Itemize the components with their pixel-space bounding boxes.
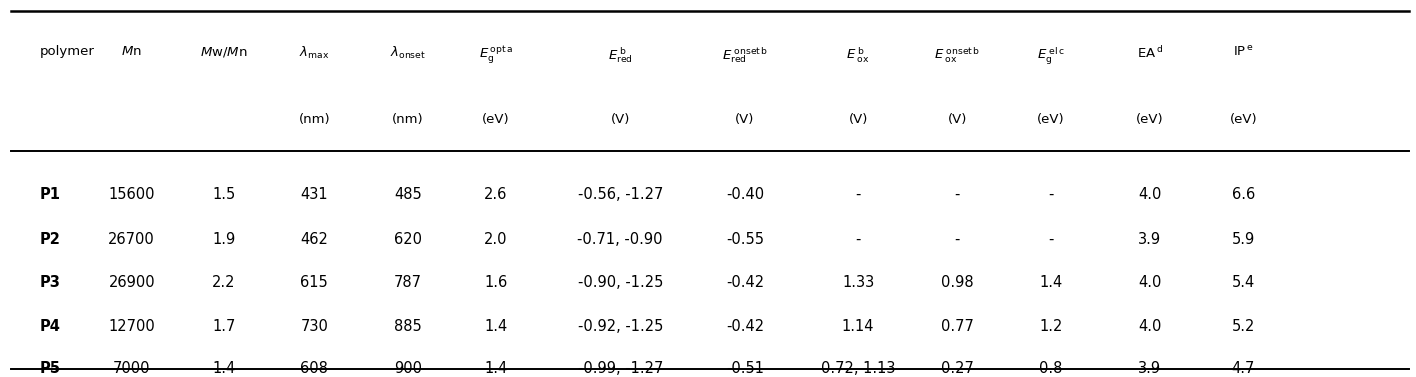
Text: 1.4: 1.4 xyxy=(1039,275,1062,290)
Text: P5: P5 xyxy=(40,361,61,376)
Text: 0.27: 0.27 xyxy=(940,361,974,376)
Text: 0.8: 0.8 xyxy=(1039,361,1062,376)
Text: -0.42: -0.42 xyxy=(726,319,763,334)
Text: 3.9: 3.9 xyxy=(1138,361,1161,376)
Text: 608: 608 xyxy=(300,361,329,376)
Text: 0.98: 0.98 xyxy=(940,275,974,290)
Text: -0.90, -1.25: -0.90, -1.25 xyxy=(578,275,663,290)
Text: 1.2: 1.2 xyxy=(1039,319,1062,334)
Text: 0.72, 1.13: 0.72, 1.13 xyxy=(821,361,895,376)
Text: $E_{\;\rm ox}^{\;\rm onset\,b}$: $E_{\;\rm ox}^{\;\rm onset\,b}$ xyxy=(935,45,980,64)
Text: 15600: 15600 xyxy=(109,187,154,202)
Text: 462: 462 xyxy=(300,232,329,247)
Text: -: - xyxy=(1048,232,1054,247)
Text: 4.0: 4.0 xyxy=(1138,187,1161,202)
Text: $E_{\rm red}^{\;\rm onset\,b}$: $E_{\rm red}^{\;\rm onset\,b}$ xyxy=(722,45,767,65)
Text: 2.6: 2.6 xyxy=(484,187,507,202)
Text: 485: 485 xyxy=(394,187,422,202)
Text: $\mathit{M}$n: $\mathit{M}$n xyxy=(122,45,142,58)
Text: (eV): (eV) xyxy=(1136,113,1164,126)
Text: 5.2: 5.2 xyxy=(1232,319,1255,334)
Text: (eV): (eV) xyxy=(481,113,510,126)
Text: $E_{\rm g}^{\,\rm opt\,a}$: $E_{\rm g}^{\,\rm opt\,a}$ xyxy=(479,45,513,66)
Text: (nm): (nm) xyxy=(392,113,423,126)
Text: 1.14: 1.14 xyxy=(843,319,874,334)
Text: (V): (V) xyxy=(610,113,630,126)
Text: IP$^{\,\rm e}$: IP$^{\,\rm e}$ xyxy=(1233,45,1253,59)
Text: 4.0: 4.0 xyxy=(1138,319,1161,334)
Text: $E_{\;\rm ox}^{\;\rm b}$: $E_{\;\rm ox}^{\;\rm b}$ xyxy=(847,45,869,64)
Text: 1.33: 1.33 xyxy=(843,275,874,290)
Text: -0.42: -0.42 xyxy=(726,275,763,290)
Text: -0.71, -0.90: -0.71, -0.90 xyxy=(578,232,663,247)
Text: 3.9: 3.9 xyxy=(1138,232,1161,247)
Text: 2.0: 2.0 xyxy=(484,232,507,247)
Text: $E_{\rm g}^{\;\rm el\,c}$: $E_{\rm g}^{\;\rm el\,c}$ xyxy=(1037,45,1065,66)
Text: -0.55: -0.55 xyxy=(726,232,763,247)
Text: 26700: 26700 xyxy=(108,232,156,247)
Text: 620: 620 xyxy=(394,232,422,247)
Text: polymer: polymer xyxy=(40,45,95,58)
Text: 5.4: 5.4 xyxy=(1232,275,1255,290)
Text: P1: P1 xyxy=(40,187,61,202)
Text: 6.6: 6.6 xyxy=(1232,187,1255,202)
Text: 885: 885 xyxy=(394,319,422,334)
Text: 4.7: 4.7 xyxy=(1232,361,1255,376)
Text: EA$^{\,\rm d}$: EA$^{\,\rm d}$ xyxy=(1137,45,1163,61)
Text: $E_{\rm red}^{\;\rm b}$: $E_{\rm red}^{\;\rm b}$ xyxy=(607,45,633,65)
Text: (V): (V) xyxy=(848,113,868,126)
Text: -0.92, -1.25: -0.92, -1.25 xyxy=(578,319,663,334)
Text: 900: 900 xyxy=(394,361,422,376)
Text: P4: P4 xyxy=(40,319,61,334)
Text: (V): (V) xyxy=(947,113,967,126)
Text: P2: P2 xyxy=(40,232,61,247)
Text: -0.40: -0.40 xyxy=(726,187,763,202)
Text: 4.0: 4.0 xyxy=(1138,275,1161,290)
Text: 615: 615 xyxy=(300,275,329,290)
Text: 12700: 12700 xyxy=(108,319,156,334)
Text: $\lambda_{\rm max}$: $\lambda_{\rm max}$ xyxy=(299,45,330,61)
Text: (eV): (eV) xyxy=(1229,113,1257,126)
Text: -: - xyxy=(1048,187,1054,202)
Text: 1.4: 1.4 xyxy=(484,319,507,334)
Text: 5.9: 5.9 xyxy=(1232,232,1255,247)
Text: 2.2: 2.2 xyxy=(212,275,235,290)
Text: 1.4: 1.4 xyxy=(212,361,235,376)
Text: $\mathit{M}$w/$\mathit{M}$n: $\mathit{M}$w/$\mathit{M}$n xyxy=(200,45,248,59)
Text: -: - xyxy=(855,187,861,202)
Text: 1.5: 1.5 xyxy=(212,187,235,202)
Text: 7000: 7000 xyxy=(113,361,150,376)
Text: -: - xyxy=(855,232,861,247)
Text: (V): (V) xyxy=(735,113,755,126)
Text: (nm): (nm) xyxy=(299,113,330,126)
Text: 1.6: 1.6 xyxy=(484,275,507,290)
Text: (eV): (eV) xyxy=(1037,113,1065,126)
Text: 26900: 26900 xyxy=(109,275,154,290)
Text: 1.9: 1.9 xyxy=(212,232,235,247)
Text: -: - xyxy=(954,232,960,247)
Text: 0.77: 0.77 xyxy=(940,319,974,334)
Text: 1.7: 1.7 xyxy=(212,319,235,334)
Text: -0.99, -1.27: -0.99, -1.27 xyxy=(578,361,663,376)
Text: 787: 787 xyxy=(394,275,422,290)
Text: 1.4: 1.4 xyxy=(484,361,507,376)
Text: 730: 730 xyxy=(300,319,329,334)
Text: P3: P3 xyxy=(40,275,61,290)
Text: $\lambda_{\rm onset}$: $\lambda_{\rm onset}$ xyxy=(389,45,426,61)
Text: -: - xyxy=(954,187,960,202)
Text: -0.51: -0.51 xyxy=(726,361,763,376)
Text: 431: 431 xyxy=(300,187,329,202)
Text: -0.56, -1.27: -0.56, -1.27 xyxy=(578,187,663,202)
